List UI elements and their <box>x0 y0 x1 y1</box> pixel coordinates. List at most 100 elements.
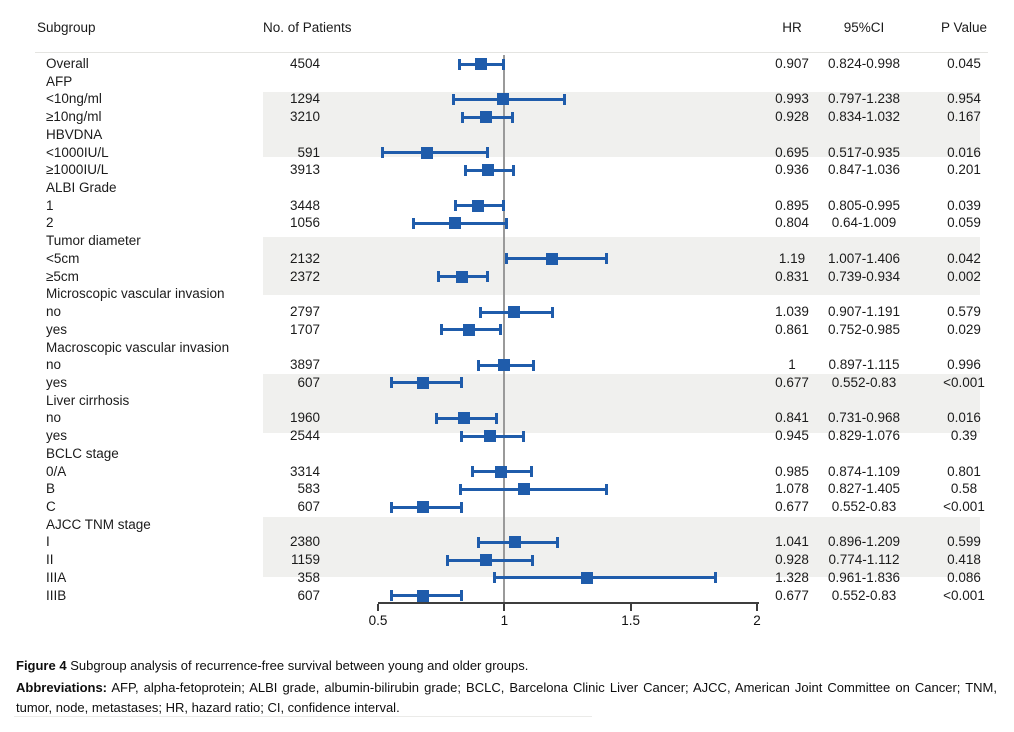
row-p-value: 0.002 <box>947 268 981 284</box>
row-patient-count: 2132 <box>289 250 320 266</box>
hr-point-marker <box>448 217 461 230</box>
row-group-label: BCLC stage <box>46 445 119 461</box>
row-patient-count: 358 <box>297 569 320 585</box>
column-header-ci: 95%CI <box>843 20 885 35</box>
row-label: no <box>46 410 62 426</box>
row-label: no <box>46 304 62 320</box>
reference-line <box>503 55 505 603</box>
row-ci-value: 0.64-1.009 <box>831 215 897 231</box>
ci-cap-right <box>511 164 515 176</box>
ci-cap-left <box>460 111 464 123</box>
row-hr-value: 0.804 <box>775 215 809 231</box>
row-hr-value: 0.677 <box>775 374 809 390</box>
ci-cap-right <box>486 271 490 283</box>
row-hr-value: 0.841 <box>775 410 809 426</box>
x-axis-tick-label: 1 <box>500 613 509 628</box>
ci-cap-right <box>522 430 526 442</box>
row-p-value: 0.086 <box>947 569 981 585</box>
hr-point-marker <box>546 252 559 265</box>
row-hr-value: 1.19 <box>778 250 806 266</box>
hr-point-marker <box>482 164 495 177</box>
row-group-label: AFP <box>46 73 73 89</box>
ci-cap-left <box>440 324 444 336</box>
row-p-value: <0.001 <box>943 587 985 603</box>
row-p-value: 0.599 <box>947 534 981 550</box>
row-hr-value: 0.928 <box>775 109 809 125</box>
column-header-hr: HR <box>782 20 802 35</box>
row-patient-count: 2797 <box>289 304 320 320</box>
row-hr-value: 0.895 <box>775 197 809 213</box>
row-label: ≥10ng/ml <box>46 109 102 125</box>
hr-point-marker <box>463 323 476 336</box>
hr-point-marker <box>494 465 507 478</box>
ci-cap-left <box>504 253 508 265</box>
row-p-value: 0.042 <box>947 250 981 266</box>
ci-cap-right <box>530 466 534 478</box>
row-patient-count: 1707 <box>289 321 320 337</box>
ci-cap-left <box>434 412 438 424</box>
ci-cap-right <box>459 501 463 513</box>
hr-point-marker <box>421 146 434 159</box>
shaded-band <box>263 517 980 577</box>
row-hr-value: 0.928 <box>775 552 809 568</box>
row-hr-value: 0.985 <box>775 463 809 479</box>
row-label: ≥1000IU/L <box>46 162 109 178</box>
row-patient-count: 607 <box>297 587 320 603</box>
row-label: <5cm <box>46 250 80 266</box>
x-axis-tick <box>503 604 506 611</box>
ci-cap-left <box>453 200 457 212</box>
row-label: IIIA <box>46 569 67 585</box>
row-ci-value: 0.829-1.076 <box>827 428 901 444</box>
ci-cap-right <box>555 536 559 548</box>
ci-cap-left <box>389 590 393 602</box>
row-hr-value: 0.695 <box>775 144 809 160</box>
row-p-value: 0.579 <box>947 304 981 320</box>
hr-point-marker <box>508 306 521 319</box>
ci-cap-left <box>479 306 483 318</box>
row-ci-value: 0.907-1.191 <box>827 304 901 320</box>
hr-point-marker <box>471 199 484 212</box>
x-axis-tick-label: 0.5 <box>368 613 388 628</box>
row-hr-value: 0.993 <box>775 91 809 107</box>
ci-cap-right <box>605 253 609 265</box>
ci-cap-left <box>476 536 480 548</box>
row-patient-count: 3897 <box>289 357 320 373</box>
row-patient-count: 591 <box>297 144 320 160</box>
ci-cap-right <box>459 377 463 389</box>
hr-point-marker <box>416 501 429 513</box>
ci-cap-left <box>471 466 474 478</box>
row-p-value: 0.039 <box>947 197 981 213</box>
row-patient-count: 1056 <box>289 215 320 231</box>
row-patient-count: 1960 <box>289 410 320 426</box>
hr-point-marker <box>458 412 471 425</box>
row-hr-value: 1 <box>788 357 796 373</box>
shaded-band <box>263 237 980 295</box>
row-p-value: 0.045 <box>947 56 981 71</box>
hr-point-marker <box>455 270 468 283</box>
row-ci-value: 0.517-0.935 <box>827 144 901 160</box>
row-ci-value: 0.774-1.112 <box>828 552 900 568</box>
row-p-value: 0.059 <box>947 215 981 231</box>
ci-cap-right <box>459 590 463 602</box>
row-label: 1 <box>46 197 54 213</box>
ci-cap-right <box>502 58 506 70</box>
row-ci-value: 0.896-1.209 <box>827 534 901 550</box>
ci-cap-right <box>505 217 509 229</box>
row-hr-value: 0.831 <box>775 268 809 284</box>
column-header-subgroup: Subgroup <box>37 20 96 35</box>
row-patient-count: 583 <box>297 481 320 497</box>
row-label: Overall <box>46 56 89 71</box>
row-ci-value: 0.552-0.83 <box>831 587 897 603</box>
ci-cap-right <box>510 111 514 123</box>
ci-cap-right <box>486 147 490 159</box>
caption-abbreviations: Abbreviations: AFP, alpha-fetoprotein; A… <box>16 678 997 719</box>
row-group-label: ALBI Grade <box>46 180 117 196</box>
row-label: C <box>46 499 56 514</box>
row-group-label: Macroscopic vascular invasion <box>46 339 230 355</box>
row-label: ≥5cm <box>46 268 79 284</box>
row-p-value: <0.001 <box>943 499 985 514</box>
row-ci-value: 0.961-1.836 <box>827 569 901 585</box>
row-ci-value: 0.847-1.036 <box>827 162 901 178</box>
